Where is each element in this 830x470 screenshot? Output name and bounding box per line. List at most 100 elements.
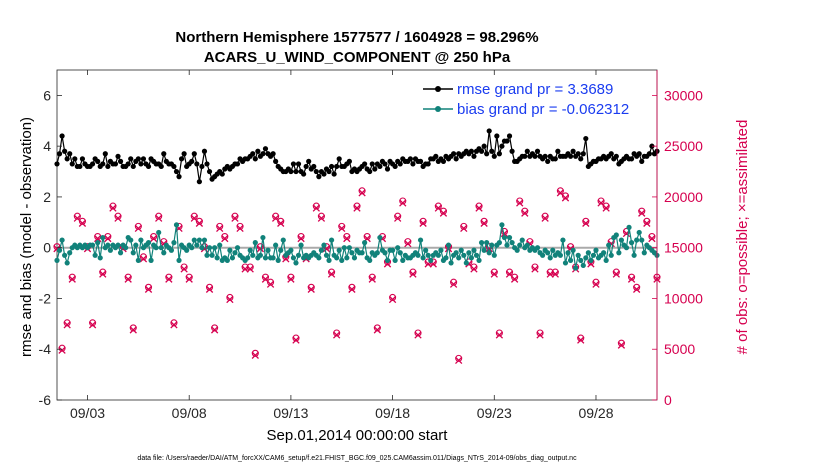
bias-point [639,237,645,243]
bias-point [321,242,327,248]
bias-point [448,260,454,266]
bias-point [168,247,175,253]
rmse-point [161,151,167,157]
rmse-point [506,133,513,139]
rmse-point [578,156,584,162]
rmse-point [552,156,558,162]
obs-assimilated-point [627,275,636,283]
bias-point [420,255,426,261]
obs-possible-point [261,273,270,281]
bias-point [288,247,294,253]
bias-point [323,252,330,258]
rmse-point [295,161,302,167]
bias-point [262,255,269,261]
bias-point [481,247,487,253]
obs-assimilated-point [521,209,529,217]
bias-point [506,234,513,241]
x-tick-label: 09/23 [477,405,512,421]
bias-point [504,242,510,248]
rmse-point [54,161,60,167]
obs-possible-point [226,293,234,302]
bias-point [567,257,574,263]
bias-point [344,255,350,261]
obs-possible-point [597,197,605,205]
obs-assimilated-point [373,326,381,334]
bias-point [359,250,365,256]
obs-possible-point [592,278,600,286]
bias-point [97,255,103,261]
y-axis-left: -6 -4 -2 0 2 4 6 [39,87,62,408]
rmse-point [125,161,131,167]
obs-assimilated-point [617,341,626,349]
bias-point [623,245,630,251]
obs-assimilated-point [475,204,483,212]
obs-possible-point [144,283,153,291]
obs-assimilated-point [633,285,641,293]
bias-point [580,262,586,269]
bias-point [336,247,342,253]
obs-assimilated-point [266,280,275,288]
rmse-point [262,146,269,152]
bias-point [227,247,233,253]
bias-point [123,245,129,251]
rmse-point [145,163,152,170]
bias-point [578,257,584,263]
obs-possible-point [99,268,107,276]
bias-point [148,257,154,263]
bias-point [545,250,551,256]
obs-possible-point [648,232,656,241]
rmse-point [201,148,208,154]
obs-possible-point [272,212,280,220]
obs-assimilated-point [155,214,163,222]
bias-point [252,240,258,246]
bias-point [628,240,635,246]
bias-point [145,240,152,246]
rmse-point [646,151,652,157]
rmse-point [173,168,180,175]
legend-rmse-label: rmse grand pr = 3.3689 [457,81,613,98]
y-left-tick-label: -6 [39,392,52,408]
obs-assimilated-point [129,326,137,334]
bias-point [517,242,523,248]
bias-point [62,252,68,258]
rmse-point [79,156,86,162]
obs-possible-point [511,273,519,281]
rmse-point [171,163,177,170]
rmse-point [489,148,495,154]
obs-possible-point [516,197,524,205]
obs-assimilated-point [144,285,153,293]
x-axis: 09/03 09/08 09/13 09/18 09/23 09/28 [70,70,614,421]
x-tick-label: 09/08 [172,405,207,421]
obs-assimilated-point [307,285,315,293]
rmse-point [130,163,136,170]
obs-assimilated-point [394,214,402,222]
bias-point [265,247,271,253]
rmse-point [189,158,195,164]
rmse-point [311,163,317,170]
rmse-point [199,163,205,170]
obs-possible-point [505,268,514,276]
bias-point [176,257,182,263]
y-right-tick-label: 15000 [664,240,703,256]
bias-point [273,242,279,248]
y-left-tick-label: -4 [39,341,52,357]
bias-point [278,247,284,253]
obs-assimilated-point [317,214,326,222]
obs-possible-point [521,207,529,215]
bias-point [382,250,388,256]
obs-assimilated-point [195,219,204,227]
bias-point [509,240,515,246]
obs-assimilated-point [109,204,117,212]
obs-possible-point [155,212,163,220]
obs-possible-point [470,263,478,271]
legend: rmse grand pr = 3.3689 bias grand pr = -… [423,81,629,118]
rmse-point [102,151,108,157]
obs-assimilated-point [592,280,600,288]
obs-possible-point [312,202,320,210]
bias-point [606,242,612,248]
bias-point [583,255,589,261]
bias-point [626,224,632,230]
obs-possible-point [404,238,412,246]
bias-point [158,245,164,251]
bias-point [107,247,113,253]
